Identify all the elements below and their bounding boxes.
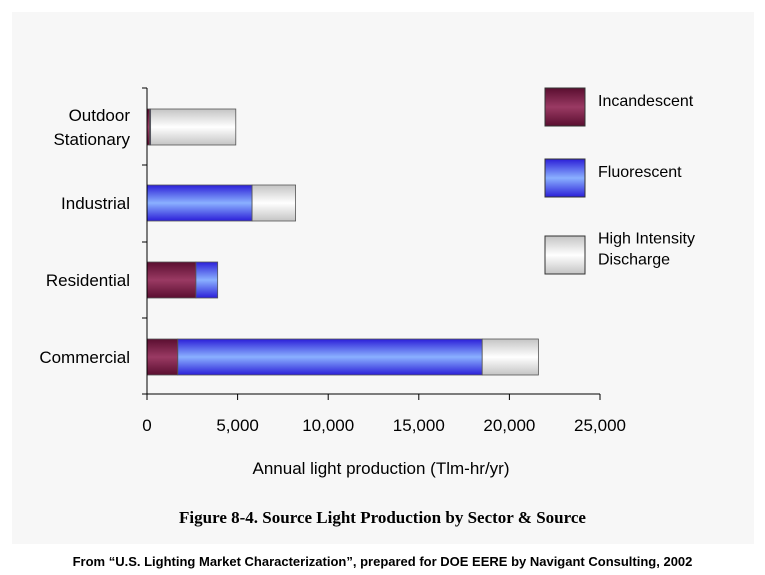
bar-commercial-high-intensity-discharge <box>481 338 539 376</box>
bar-industrial-fluorescent <box>146 184 253 222</box>
x-tick-label: 10,000 <box>302 416 354 435</box>
x-tick-label: 25,000 <box>574 416 626 435</box>
category-label-residential: Residential <box>46 271 130 290</box>
bar-commercial-fluorescent <box>177 338 483 376</box>
legend-swatch-high-intensity-discharge <box>544 235 586 275</box>
category-label-outdoor-stationary: Outdoor Stationary <box>53 106 130 149</box>
bar-outdoor-stationary-high-intensity-discharge <box>150 108 237 146</box>
bar-commercial-incandescent <box>146 338 179 376</box>
bars-layer <box>146 108 539 376</box>
legend-swatch-fluorescent <box>544 158 586 198</box>
source-note: From “U.S. Lighting Market Characterizat… <box>72 554 693 569</box>
legend-label-fluorescent: Fluorescent <box>598 164 682 181</box>
chart-panel <box>12 12 754 544</box>
legend-label-incandescent: Incandescent <box>598 93 694 110</box>
figure-caption: Figure 8-4. Source Light Production by S… <box>179 508 586 527</box>
legend-label-high-intensity-discharge: High Intensity Discharge <box>598 231 695 269</box>
bar-residential-fluorescent <box>195 261 219 299</box>
x-tick-label: 0 <box>142 416 151 435</box>
axes-layer: Outdoor Stationary Industrial Residential Co… <box>39 87 626 478</box>
category-label-industrial: Industrial <box>61 194 130 213</box>
bar-industrial-high-intensity-discharge <box>251 184 296 222</box>
bar-residential-incandescent <box>146 261 197 299</box>
legend-swatch-incandescent <box>544 87 586 127</box>
x-tick-label: 20,000 <box>483 416 535 435</box>
category-label-commercial: Commercial <box>39 348 130 367</box>
x-tick-label: 5,000 <box>216 416 259 435</box>
x-tick-label: 15,000 <box>393 416 445 435</box>
legend: Incandescent Fluorescent High Intensity Dis… <box>544 87 695 275</box>
x-axis-title: Annual light production (Tlm-hr/yr) <box>253 459 510 478</box>
